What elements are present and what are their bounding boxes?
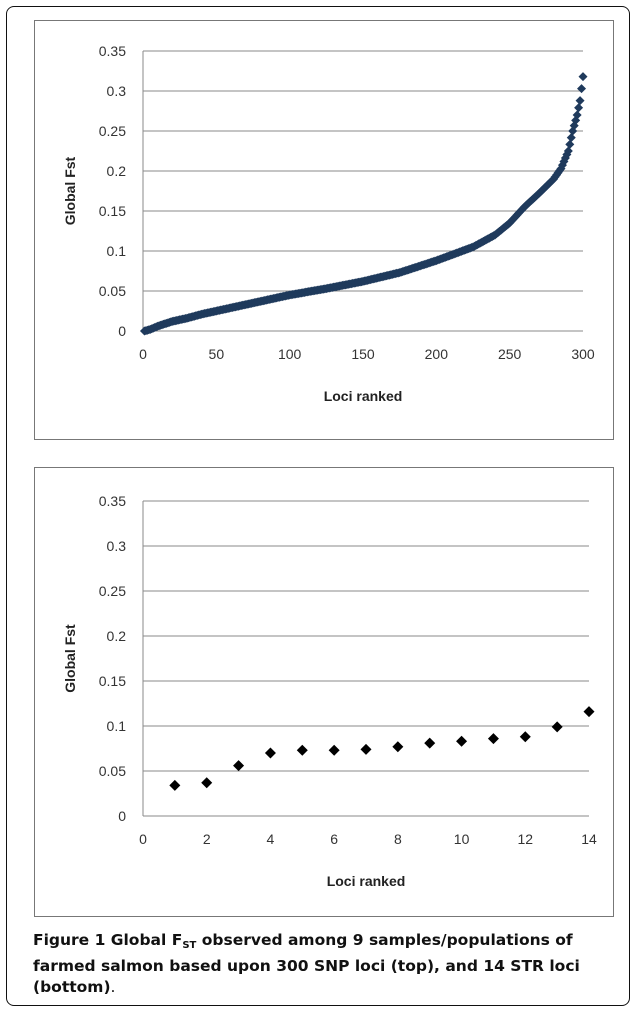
caption-text-a: Global F <box>105 931 183 949</box>
str-chart-y-axis-title: Global Fst <box>62 624 78 693</box>
snp-chart-point <box>572 110 582 120</box>
str-chart-x-tick-label: 4 <box>267 831 275 847</box>
str-chart-point <box>360 743 372 755</box>
str-chart-x-tick-label: 12 <box>517 831 533 847</box>
str-chart-x-tick-label: 2 <box>203 831 211 847</box>
figure-frame <box>6 6 630 1006</box>
snp-chart-x-tick-label: 0 <box>139 346 147 362</box>
str-chart-y-tick-label: 0.05 <box>99 763 126 779</box>
str-chart-point <box>583 706 595 718</box>
str-chart-point <box>328 744 340 756</box>
snp-chart-y-tick-label: 0.35 <box>99 43 126 59</box>
str-chart-point <box>519 731 531 743</box>
str-chart-y-tick-label: 0 <box>118 808 126 824</box>
snp-chart-point <box>574 103 584 113</box>
chart-snp-svg: 0 0.05 0.1 0.15 0.2 0.25 0.3 0.35 0 50 100 150 200 25… <box>62 43 595 404</box>
str-chart-y-tick-label: 0.35 <box>99 493 126 509</box>
snp-chart-x-tick-label: 200 <box>425 346 449 362</box>
snp-chart-point <box>575 96 585 106</box>
snp-chart-y-tick-label: 0.2 <box>107 163 127 179</box>
figure-caption: Figure 1 Global FST observed among 9 sam… <box>33 930 613 998</box>
caption-end: . <box>110 978 116 996</box>
snp-chart-x-tick-label: 150 <box>351 346 375 362</box>
str-chart-point <box>487 733 499 745</box>
snp-chart-y-tick-label: 0.05 <box>99 283 126 299</box>
chart-panel-str: 0 0.05 0.1 0.15 0.2 0.25 0.3 0.35 0 2 4 6 8 10 12 14 Loc… <box>34 467 614 917</box>
snp-chart-points <box>139 72 588 336</box>
str-chart-point <box>233 760 245 772</box>
snp-chart-y-axis-title: Global Fst <box>62 156 78 225</box>
snp-chart-x-tick-label: 250 <box>498 346 522 362</box>
chart-panel-snp: 0 0.05 0.1 0.15 0.2 0.25 0.3 0.35 0 50 100 150 200 25… <box>34 20 614 440</box>
str-chart-point <box>551 721 563 733</box>
snp-chart-y-tick-label: 0.1 <box>107 243 127 259</box>
str-chart-points <box>169 706 595 791</box>
snp-chart-point <box>578 72 588 82</box>
str-chart-point <box>296 744 308 756</box>
str-chart-y-tick-label: 0.1 <box>107 718 127 734</box>
str-chart-x-tick-label: 6 <box>330 831 338 847</box>
snp-chart-y-tick-label: 0 <box>118 323 126 339</box>
str-chart-x-tick-label: 14 <box>581 831 597 847</box>
str-chart-x-tick-label: 10 <box>454 831 470 847</box>
snp-chart-x-tick-label: 300 <box>571 346 595 362</box>
snp-chart-point <box>565 139 575 149</box>
str-chart-x-tick-label: 8 <box>394 831 402 847</box>
str-chart-point <box>424 737 436 749</box>
chart-str-svg: 0 0.05 0.1 0.15 0.2 0.25 0.3 0.35 0 2 4 6 8 10 12 14 Loc… <box>62 493 597 889</box>
str-chart-x-axis-title: Loci ranked <box>327 873 406 889</box>
caption-subscript: ST <box>182 940 197 951</box>
str-chart-y-tick-label: 0.25 <box>99 583 126 599</box>
snp-chart-x-axis-title: Loci ranked <box>324 388 403 404</box>
str-chart-point <box>169 779 181 791</box>
str-chart-y-tick-label: 0.15 <box>99 673 126 689</box>
str-chart-y-tick-label: 0.2 <box>107 628 127 644</box>
str-chart-x-tick-label: 0 <box>139 831 147 847</box>
snp-chart-point <box>563 146 573 156</box>
str-chart-point <box>201 777 213 789</box>
str-chart-y-tick-label: 0.3 <box>107 538 127 554</box>
snp-chart-point <box>577 84 587 94</box>
str-chart-point <box>392 741 404 753</box>
snp-chart-point <box>566 133 576 143</box>
snp-chart-y-tick-label: 0.25 <box>99 123 126 139</box>
str-chart-point <box>456 735 468 747</box>
caption-label: Figure 1 <box>33 931 106 949</box>
str-chart-point <box>264 747 276 759</box>
snp-chart-y-tick-label: 0.15 <box>99 203 126 219</box>
snp-chart-y-tick-label: 0.3 <box>107 83 127 99</box>
snp-chart-x-tick-label: 50 <box>209 346 225 362</box>
caption-text-b: observed among 9 samples/populations of … <box>33 931 580 996</box>
snp-chart-x-tick-label: 100 <box>278 346 302 362</box>
